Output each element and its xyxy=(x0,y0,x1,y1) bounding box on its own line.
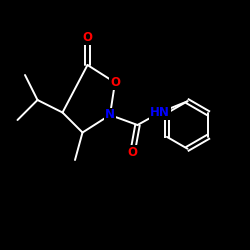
Text: HN: HN xyxy=(150,106,170,119)
Text: O: O xyxy=(128,146,138,159)
Text: O: O xyxy=(82,31,92,44)
Text: O: O xyxy=(110,76,120,89)
Text: N: N xyxy=(105,108,115,122)
